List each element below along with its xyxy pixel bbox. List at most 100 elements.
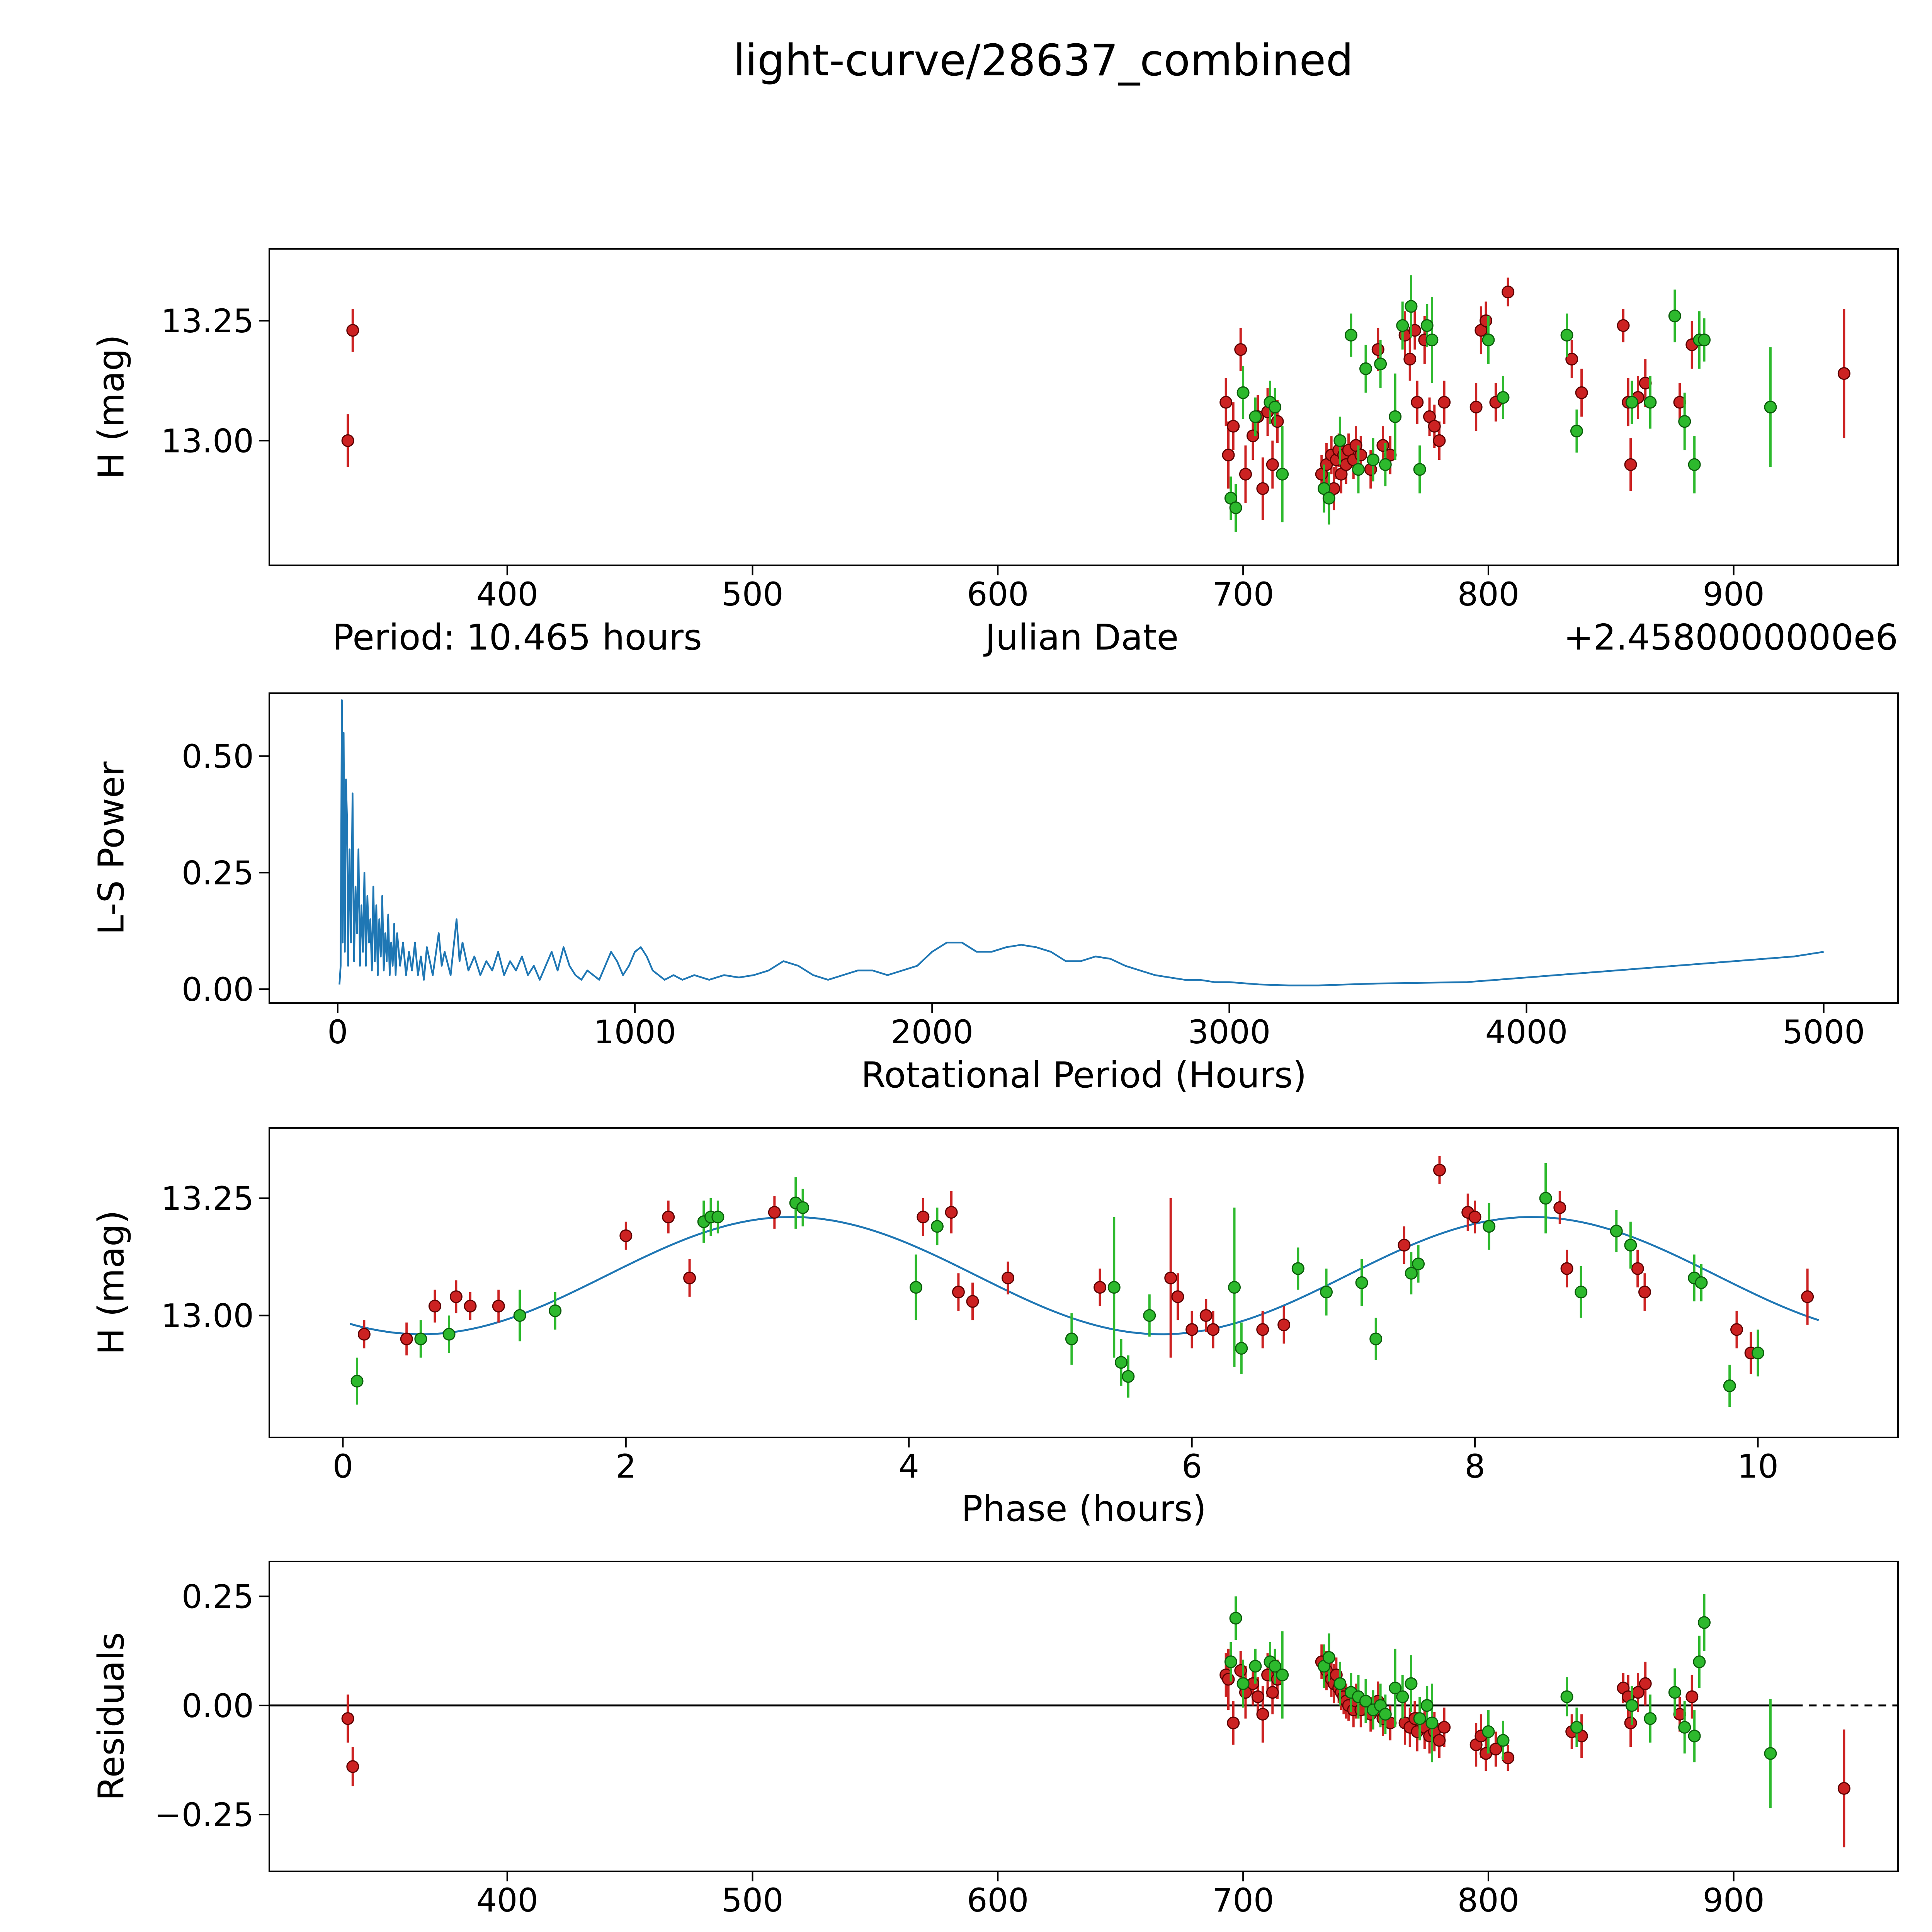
data-point xyxy=(1480,314,1493,327)
data-point xyxy=(910,1281,923,1294)
data-point xyxy=(1222,449,1235,462)
figure-title: light-curve/28637_combined xyxy=(733,36,1354,86)
data-point xyxy=(1369,1332,1383,1345)
data-point xyxy=(1438,396,1451,409)
data-point xyxy=(1723,1379,1736,1392)
data-point xyxy=(428,1299,441,1313)
data-point xyxy=(1256,1708,1269,1721)
data-point xyxy=(1107,1281,1121,1294)
data-point xyxy=(1379,458,1392,471)
data-point xyxy=(1239,468,1252,481)
xlabel-rotational-period: Rotational Period (Hours) xyxy=(861,1054,1307,1096)
series-dataset-green xyxy=(1224,1594,1777,1808)
data-point xyxy=(1002,1271,1015,1284)
x-tick-label: 700 xyxy=(1212,575,1274,613)
data-point xyxy=(1405,300,1418,313)
data-point xyxy=(1624,1716,1637,1730)
series-dataset-green xyxy=(350,1163,1764,1407)
data-point xyxy=(1425,1716,1439,1730)
data-point xyxy=(945,1206,958,1219)
panel-1: 400 500 600 700 800 900 13.00 13.25 xyxy=(161,248,1899,613)
data-point xyxy=(1236,1677,1250,1690)
data-point xyxy=(1379,1708,1392,1721)
xlabel-julian-date-top: Julian Date xyxy=(985,617,1179,658)
data-point xyxy=(350,1374,364,1388)
data-point xyxy=(1413,1712,1426,1725)
data-point xyxy=(1256,1323,1269,1336)
x-tick-label: 2 xyxy=(616,1447,636,1485)
data-point xyxy=(1396,1690,1409,1703)
data-point xyxy=(711,1211,724,1224)
y-tick-label: 0.00 xyxy=(182,1687,254,1725)
data-point xyxy=(1751,1347,1764,1360)
data-point xyxy=(1322,1651,1335,1664)
data-point xyxy=(1497,391,1510,404)
data-point xyxy=(1354,449,1367,462)
data-point xyxy=(1610,1225,1623,1238)
data-point xyxy=(1322,492,1335,505)
data-point xyxy=(1624,1238,1637,1252)
data-point xyxy=(1359,1694,1372,1708)
data-point xyxy=(1185,1323,1199,1336)
data-point xyxy=(1688,458,1701,471)
data-point xyxy=(1247,429,1260,442)
data-point xyxy=(1668,1686,1681,1699)
x-tick-label: 800 xyxy=(1458,1881,1519,1919)
data-point xyxy=(1685,1690,1699,1703)
axes-box xyxy=(269,1127,1899,1438)
data-point xyxy=(1398,1238,1411,1252)
data-point xyxy=(1249,410,1262,423)
data-point xyxy=(341,434,354,447)
data-point xyxy=(1249,1660,1262,1673)
data-point xyxy=(1207,1323,1220,1336)
panel-4: 400 500 600 700 800 900 −0.25 0.00 0.25 xyxy=(155,1561,1899,1919)
data-point xyxy=(1371,343,1384,356)
data-point xyxy=(1199,1309,1213,1322)
data-point xyxy=(683,1271,696,1284)
data-point xyxy=(1570,425,1583,438)
data-point xyxy=(1412,1257,1425,1270)
data-point xyxy=(1234,343,1247,356)
x-tick-label: 10 xyxy=(1737,1447,1779,1485)
data-point xyxy=(464,1299,477,1313)
fit-curve xyxy=(350,1216,1819,1335)
data-point xyxy=(1143,1309,1156,1322)
data-point xyxy=(1405,1677,1418,1690)
data-point xyxy=(952,1286,965,1299)
axes-box xyxy=(269,1561,1899,1872)
data-point xyxy=(1625,396,1638,409)
data-point xyxy=(1276,468,1289,481)
data-point xyxy=(449,1290,463,1303)
data-point xyxy=(1688,1730,1701,1743)
x-tick-label: 800 xyxy=(1458,575,1519,613)
data-point xyxy=(1320,1286,1333,1299)
data-point xyxy=(1560,1690,1573,1703)
data-point xyxy=(1065,1332,1078,1345)
x-tick-label: 5000 xyxy=(1782,1013,1865,1051)
data-point xyxy=(1122,1370,1135,1383)
x-tick-label: 8 xyxy=(1464,1447,1485,1485)
axes-box xyxy=(269,248,1899,566)
x-tick-label: 6 xyxy=(1182,1447,1202,1485)
series-dataset-red xyxy=(341,1644,1850,1847)
data-point xyxy=(346,1760,359,1773)
x-offset-label-top: +2.4580000000e6 xyxy=(1563,617,1898,658)
data-point xyxy=(1625,1699,1638,1712)
data-point xyxy=(1428,420,1441,433)
data-point xyxy=(1234,1664,1247,1677)
data-point xyxy=(1801,1290,1814,1303)
period-annotation: Period: 10.465 hours xyxy=(332,617,702,658)
x-tick-label: 0 xyxy=(327,1013,348,1051)
data-point xyxy=(1644,396,1657,409)
data-point xyxy=(1411,396,1424,409)
data-point xyxy=(1678,415,1691,428)
data-point xyxy=(513,1309,526,1322)
data-point xyxy=(1236,386,1250,399)
data-point xyxy=(662,1211,675,1224)
data-point xyxy=(1333,1677,1347,1690)
data-point xyxy=(442,1328,456,1341)
data-point xyxy=(492,1299,505,1313)
data-point xyxy=(1219,396,1233,409)
data-point xyxy=(930,1220,944,1233)
data-point xyxy=(1482,1725,1495,1738)
